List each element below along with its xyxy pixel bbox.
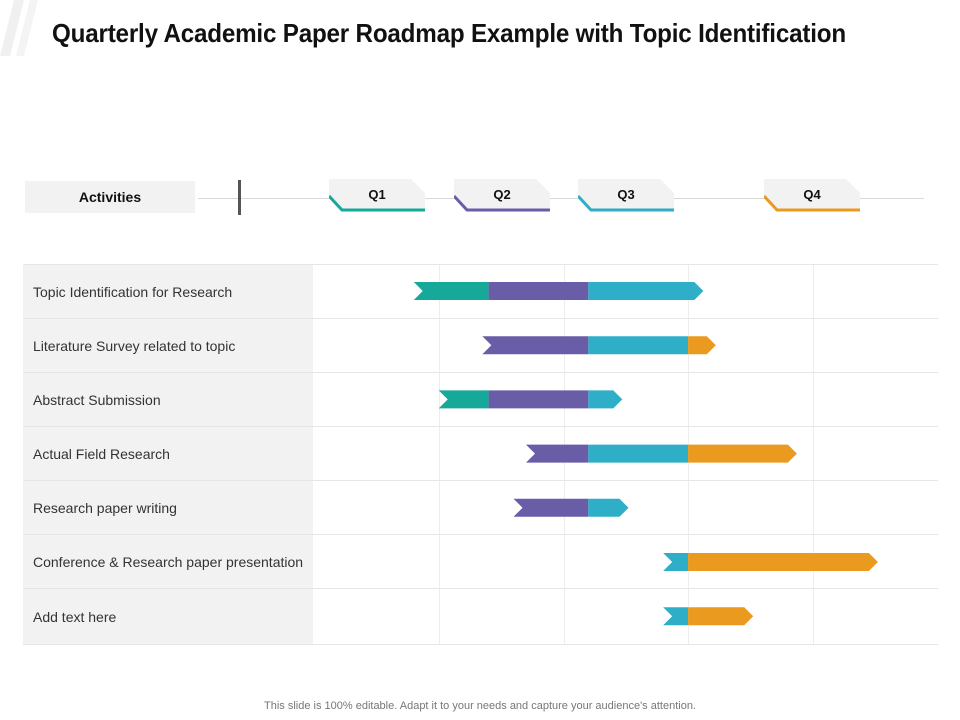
activity-label: Topic Identification for Research xyxy=(33,284,233,300)
gantt-segment-orange xyxy=(688,607,754,626)
table-row: Research paper writing xyxy=(23,480,938,535)
gantt-segment-blue xyxy=(588,390,623,409)
header-timeline-line xyxy=(198,198,924,199)
page-title: Quarterly Academic Paper Roadmap Example… xyxy=(52,18,846,48)
quarter-tab-q4-accent xyxy=(764,194,860,212)
activity-label-cell: Add text here xyxy=(23,589,313,644)
activity-label: Add text here xyxy=(33,608,117,625)
table-row: Literature Survey related to topic xyxy=(23,318,938,373)
activity-label: Research paper writing xyxy=(33,500,177,516)
footer-note: This slide is 100% editable. Adapt it to… xyxy=(264,700,696,712)
activity-label: Actual Field Research xyxy=(33,446,170,462)
gantt-segment-orange xyxy=(688,336,716,355)
activities-header-label: Activities xyxy=(78,189,142,205)
quarter-tab-q3-label: Q3 xyxy=(617,187,635,202)
activity-label: Conference & Research paper presentation xyxy=(33,554,304,570)
quarter-tab-q1-label: Q1 xyxy=(368,187,386,202)
gantt-segment-purple xyxy=(488,282,589,300)
gantt-segment-orange xyxy=(688,553,878,571)
gantt-segment-blue xyxy=(588,444,689,463)
activity-table: Topic Identification for Research Litera… xyxy=(23,264,938,645)
quarter-tab-q4-shape xyxy=(764,179,860,212)
gantt-segment-purple xyxy=(488,390,589,409)
quarter-tab-q3: Q3 xyxy=(578,179,674,213)
gantt-segment-orange xyxy=(688,444,797,463)
gantt-segment-blue xyxy=(663,553,689,571)
gantt-segment-blue xyxy=(588,498,629,517)
table-row: Abstract Submission xyxy=(23,372,938,427)
activity-label: Literature Survey related to topic xyxy=(33,338,236,354)
quarter-tab-q4-label: Q4 xyxy=(803,187,821,202)
gantt-segment-blue xyxy=(588,282,704,300)
corner-decoration xyxy=(0,0,38,56)
quarter-tab-q3-shape xyxy=(578,179,674,212)
grid-line xyxy=(813,264,814,644)
quarter-tab-q1-accent xyxy=(329,194,425,212)
activity-label-cell: Actual Field Research xyxy=(23,427,313,481)
quarter-tab-q2-shape xyxy=(454,179,550,212)
quarter-tab-q2-label: Q2 xyxy=(493,187,511,202)
activities-header: Activities xyxy=(25,181,195,213)
activity-label-cell: Research paper writing xyxy=(23,481,313,535)
activity-label-cell: Literature Survey related to topic xyxy=(23,319,313,373)
gantt-segment-teal xyxy=(438,390,489,409)
table-row: Add text here xyxy=(23,588,938,645)
quarter-tab-q1-shape xyxy=(329,179,425,212)
gantt-segment-blue xyxy=(588,336,689,355)
gantt-segment-purple xyxy=(513,498,589,517)
gantt-segment-purple xyxy=(482,336,589,355)
activity-label: Abstract Submission xyxy=(33,392,161,408)
quarter-tab-q2-accent xyxy=(454,194,550,212)
gantt-segment-teal xyxy=(413,282,489,300)
table-row: Conference & Research paper presentation xyxy=(23,534,938,589)
table-row: Topic Identification for Research xyxy=(23,264,938,319)
gantt-segment-blue xyxy=(663,607,689,626)
quarter-tab-q1: Q1 xyxy=(329,179,425,213)
quarter-tab-q2: Q2 xyxy=(454,179,550,213)
activity-label-cell: Conference & Research paper presentation xyxy=(23,535,313,589)
header-divider xyxy=(238,180,241,215)
table-row: Actual Field Research xyxy=(23,426,938,481)
quarter-tab-q4: Q4 xyxy=(764,179,860,213)
grid-line xyxy=(439,264,440,644)
activity-label-cell: Topic Identification for Research xyxy=(23,265,313,319)
gantt-segment-purple xyxy=(525,444,589,463)
activity-label-cell: Abstract Submission xyxy=(23,373,313,427)
quarter-tab-q3-accent xyxy=(578,194,674,212)
